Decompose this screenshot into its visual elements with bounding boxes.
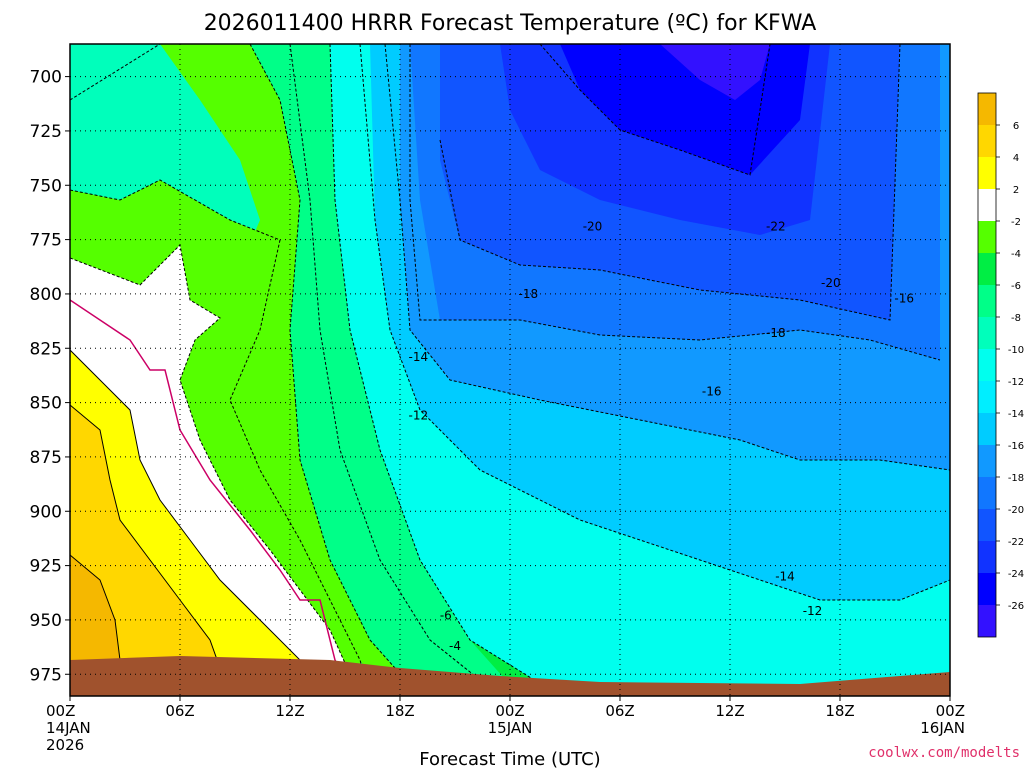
colorbar-swatch xyxy=(978,125,996,157)
y-tick-label: 725 xyxy=(30,122,62,142)
colorbar-swatch xyxy=(978,509,996,541)
y-tick-label: 975 xyxy=(30,665,62,685)
y-tick-label: 800 xyxy=(30,285,62,305)
x-tick-label: 00Z xyxy=(495,702,524,720)
contour-label: -18 xyxy=(766,326,786,340)
contour-label: -4 xyxy=(449,639,461,653)
y-tick-label: 775 xyxy=(30,231,62,251)
colorbar-swatch xyxy=(978,317,996,349)
contour-label: -16 xyxy=(894,291,914,305)
colorbar-label: -16 xyxy=(1008,441,1024,452)
colorbar-label: -10 xyxy=(1008,345,1024,356)
y-tick-label: 700 xyxy=(30,68,62,88)
y-tick-label: 875 xyxy=(30,448,62,468)
terrain-ground xyxy=(70,656,950,696)
colorbar: 6 4 2 -2 -4 -6 -8 -10 -12 -14 -16 -18 -20 -22 -24 -26 xyxy=(977,92,1024,638)
contour-line-minus-18 xyxy=(409,44,941,361)
y-tick-label: 900 xyxy=(30,502,62,522)
colorbar-label: -20 xyxy=(1008,505,1024,516)
colorbar-swatch xyxy=(978,413,996,445)
contour-line-minus-4 xyxy=(70,179,371,696)
x-tick-sublabel: 14JAN xyxy=(46,719,91,737)
colorbar-swatch xyxy=(978,221,996,253)
fill-region-minus-26 xyxy=(660,44,770,100)
colorbar-label: -2 xyxy=(1011,217,1021,228)
colorbar-label: 6 xyxy=(1013,121,1019,132)
contour-label: -14 xyxy=(409,350,429,364)
colorbar-label: 2 xyxy=(1013,185,1019,196)
colorbar-label: -14 xyxy=(1008,409,1024,420)
fill-region-minus-6 xyxy=(250,44,520,696)
colorbar-swatch xyxy=(978,285,996,317)
colorbar-swatch xyxy=(978,477,996,509)
colorbar-label: 4 xyxy=(1013,153,1019,164)
contour-label: -14 xyxy=(775,569,795,583)
contour-line-minus-8 xyxy=(249,44,421,696)
y-axis-ticks: 700 725 750 775 800 825 850 875 900 925 950 975 xyxy=(30,68,70,685)
colorbar-label: -22 xyxy=(1008,537,1024,548)
y-tick-label: 750 xyxy=(30,176,62,196)
colorbar-label: -26 xyxy=(1008,601,1024,612)
contour-line-zero xyxy=(70,299,356,696)
contour-line-minus-6 xyxy=(70,44,161,101)
x-tick-label: 18Z xyxy=(385,702,414,720)
colorbar-label: -18 xyxy=(1008,473,1024,484)
colorbar-swatch xyxy=(978,189,996,221)
contour-line-minus-14 xyxy=(359,44,950,601)
y-tick-label: 925 xyxy=(30,557,62,577)
contour-line-plus-2 xyxy=(70,349,321,696)
colorbar-label: -24 xyxy=(1008,569,1024,580)
colorbar-label: -8 xyxy=(1011,313,1021,324)
contour-line-minus-20 xyxy=(439,44,901,321)
x-tick-label: 12Z xyxy=(275,702,304,720)
x-axis-label: Forecast Time (UTC) xyxy=(419,749,600,768)
colorbar-label: -12 xyxy=(1008,377,1024,388)
contour-label: -6 xyxy=(440,609,452,623)
contour-label: -22 xyxy=(766,220,786,234)
contour-line-minus-22 xyxy=(539,44,771,176)
contour-label: -20 xyxy=(583,220,603,234)
contour-line-minus-10 xyxy=(289,44,501,696)
contour-label: -12 xyxy=(409,409,429,423)
colorbar-swatch xyxy=(978,573,996,605)
x-tick-label: 00Z xyxy=(936,702,965,720)
credit-text: coolwx.com/modelts xyxy=(868,745,1020,761)
colorbar-swatch xyxy=(978,157,996,189)
x-tick-label: 18Z xyxy=(825,702,854,720)
x-tick-sublabel: 2026 xyxy=(46,736,84,754)
x-tick-sublabel: 16JAN xyxy=(920,719,965,737)
colorbar-swatch xyxy=(978,381,996,413)
x-tick-label: 00Z xyxy=(46,702,75,720)
y-tick-label: 850 xyxy=(30,394,62,414)
x-tick-label: 06Z xyxy=(605,702,634,720)
colorbar-label: -4 xyxy=(1011,249,1021,260)
chart-title: 2026011400 HRRR Forecast Temperature (ºC… xyxy=(204,11,817,36)
contour-line-minus-12 xyxy=(329,44,561,696)
x-tick-sublabel: 15JAN xyxy=(488,719,533,737)
contour-label: -18 xyxy=(519,287,539,301)
contour-label: -16 xyxy=(702,385,722,399)
colorbar-swatch xyxy=(978,93,996,125)
contour-labels: -20 -22 -20 -18 -16 -18 -14 -16 -12 -14 -12 -6 -4 xyxy=(409,220,914,653)
contour-line-plus-4 xyxy=(70,404,231,696)
contour-fill-area xyxy=(70,44,950,696)
colorbar-swatch xyxy=(978,605,996,637)
colorbar-frame xyxy=(977,92,997,638)
contour-label: -20 xyxy=(821,276,841,290)
colorbar-swatch xyxy=(978,541,996,573)
colorbar-swatch xyxy=(978,253,996,285)
y-tick-label: 950 xyxy=(30,611,62,631)
colorbar-label: -6 xyxy=(1011,281,1021,292)
colorbar-swatch xyxy=(978,349,996,381)
grid-lines xyxy=(70,44,950,696)
y-tick-label: 825 xyxy=(30,339,62,359)
x-tick-label: 06Z xyxy=(165,702,194,720)
contour-label: -12 xyxy=(803,604,823,618)
x-tick-label: 12Z xyxy=(715,702,744,720)
colorbar-swatch xyxy=(978,445,996,477)
